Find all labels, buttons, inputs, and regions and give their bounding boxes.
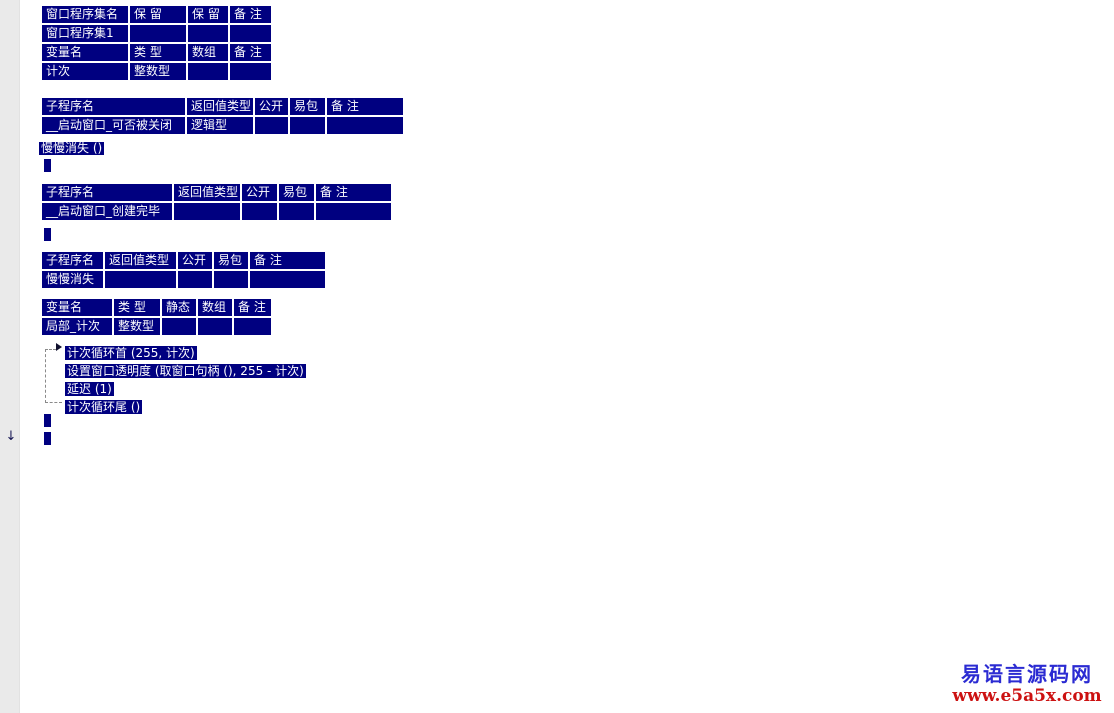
table-data-row: 计次 整数型 xyxy=(40,61,273,82)
table-data-cell[interactable]: 变量名 xyxy=(40,42,130,63)
loop-bracket-line xyxy=(45,402,62,403)
table-header-cell[interactable]: 公开 xyxy=(176,250,214,271)
table-header-cell[interactable]: 子程序名 xyxy=(40,250,105,271)
table-data-row: 局部_计次 整数型 xyxy=(40,316,273,337)
table-data-cell[interactable] xyxy=(212,269,250,290)
table-data-cell[interactable] xyxy=(240,201,279,222)
table-header-row: 子程序名 返回值类型 公开 易包备 注 xyxy=(40,96,405,117)
subroutine-table-fade: 子程序名 返回值类型 公开 易包备 注慢慢消失 xyxy=(40,250,327,290)
subroutine-table-on-create: 子程序名 返回值类型 公开 易包备 注 __启动窗口_创建完毕 xyxy=(40,182,393,222)
code-statement[interactable]: 计次循环首 (255, 计次) xyxy=(65,346,197,360)
table-header-cell[interactable]: 类 型 xyxy=(112,297,162,318)
site-watermark: 易语言源码网 www.e5a5x.com xyxy=(944,662,1110,706)
table-header-cell[interactable]: 备 注 xyxy=(325,96,405,117)
table-data-row: 窗口程序集1 xyxy=(40,23,273,44)
text-cursor[interactable] xyxy=(44,159,51,172)
table-header-cell[interactable]: 返回值类型 xyxy=(185,96,255,117)
table-header-cell[interactable]: 保 留 xyxy=(128,4,188,25)
table-data-cell[interactable]: 整数型 xyxy=(128,61,188,82)
table-data-cell[interactable] xyxy=(186,61,230,82)
text-cursor[interactable] xyxy=(44,228,51,241)
table-header-cell[interactable]: 备 注 xyxy=(248,250,327,271)
table-data-cell[interactable]: 计次 xyxy=(40,61,130,82)
table-header-cell[interactable]: 备 注 xyxy=(228,4,273,25)
table-data-cell[interactable] xyxy=(325,115,405,136)
code-statement[interactable]: 延迟 (1) xyxy=(65,382,114,396)
statement-call-fade[interactable]: 慢慢消失 () xyxy=(39,141,105,155)
table-header-cell[interactable]: 子程序名 xyxy=(40,182,174,203)
table-data-cell[interactable]: __启动窗口_创建完毕 xyxy=(40,201,174,222)
local-variable-table: 变量名类 型静态 数组备 注局部_计次 整数型 xyxy=(40,297,273,337)
table-data-cell[interactable] xyxy=(196,316,234,337)
table-data-cell[interactable] xyxy=(277,201,316,222)
table-data-cell[interactable]: 局部_计次 xyxy=(40,316,114,337)
scroll-down-arrow-icon[interactable]: ↓ xyxy=(5,429,17,444)
table-header-cell[interactable]: 备 注 xyxy=(314,182,393,203)
table-header-cell[interactable]: 易包 xyxy=(212,250,250,271)
table-data-cell[interactable] xyxy=(288,115,327,136)
table-data-row: 慢慢消失 xyxy=(40,269,327,290)
table-data-cell[interactable]: __启动窗口_可否被关闭 xyxy=(40,115,187,136)
table-data-cell[interactable] xyxy=(176,269,214,290)
subroutine-table-can-close: 子程序名 返回值类型 公开 易包备 注 __启动窗口_可否被关闭 逻辑型 xyxy=(40,96,405,136)
table-data-cell[interactable] xyxy=(232,316,273,337)
table-header-cell[interactable]: 子程序名 xyxy=(40,96,187,117)
text-cursor[interactable] xyxy=(44,414,51,427)
code-statement[interactable]: 设置窗口透明度 (取窗口句柄 (), 255 - 计次) xyxy=(65,364,306,378)
code-line: 计次循环首 (255, 计次) xyxy=(65,342,306,360)
table-data-cell[interactable] xyxy=(186,23,230,44)
table-data-cell[interactable]: 逻辑型 xyxy=(185,115,255,136)
text-cursor[interactable] xyxy=(44,432,51,445)
table-data-cell[interactable]: 数组 xyxy=(186,42,230,63)
table-data-cell[interactable] xyxy=(228,61,273,82)
table-data-cell[interactable]: 慢慢消失 xyxy=(40,269,105,290)
loop-code-block: 计次循环首 (255, 计次) 设置窗口透明度 (取窗口句柄 (), 255 - … xyxy=(65,342,306,414)
table-header-row: 变量名类 型静态 数组备 注 xyxy=(40,297,273,318)
table-data-cell[interactable] xyxy=(128,23,188,44)
table-header-cell[interactable]: 易包 xyxy=(288,96,327,117)
watermark-site-name: 易语言源码网 xyxy=(961,662,1093,686)
code-line: 延迟 (1) xyxy=(65,378,306,396)
table-data-cell[interactable]: 类 型 xyxy=(128,42,188,63)
table-data-row: 变量名类 型数组备 注 xyxy=(40,42,273,63)
table-data-cell[interactable] xyxy=(160,316,198,337)
table-header-cell[interactable]: 数组 xyxy=(196,297,234,318)
table-header-cell[interactable]: 窗口程序集名 xyxy=(40,4,130,25)
table-data-row: __启动窗口_创建完毕 xyxy=(40,201,393,222)
table-header-cell[interactable]: 静态 xyxy=(160,297,198,318)
table-data-cell[interactable] xyxy=(103,269,178,290)
table-data-cell[interactable] xyxy=(228,23,273,44)
table-data-cell[interactable]: 备 注 xyxy=(228,42,273,63)
table-header-cell[interactable]: 易包 xyxy=(277,182,316,203)
code-line: 设置窗口透明度 (取窗口句柄 (), 255 - 计次) xyxy=(65,360,306,378)
table-header-cell[interactable]: 公开 xyxy=(253,96,290,117)
table-header-row: 窗口程序集名保 留保 留备 注 xyxy=(40,4,273,25)
table-header-row: 子程序名 返回值类型 公开 易包备 注 xyxy=(40,250,327,271)
table-header-cell[interactable]: 保 留 xyxy=(186,4,230,25)
table-header-row: 子程序名 返回值类型 公开 易包备 注 xyxy=(40,182,393,203)
table-header-cell[interactable]: 返回值类型 xyxy=(172,182,242,203)
window-program-set-table: 窗口程序集名保 留保 留备 注窗口程序集1 变量名类 型数组备 注计次 整数型 xyxy=(40,4,273,82)
left-gutter: ↓ xyxy=(0,0,20,713)
loop-bracket-line xyxy=(45,349,56,350)
loop-bracket-line xyxy=(45,349,46,403)
table-header-cell[interactable]: 返回值类型 xyxy=(103,250,178,271)
table-data-cell[interactable] xyxy=(253,115,290,136)
table-header-cell[interactable]: 变量名 xyxy=(40,297,114,318)
table-data-cell[interactable]: 窗口程序集1 xyxy=(40,23,130,44)
table-data-cell[interactable] xyxy=(314,201,393,222)
table-header-cell[interactable]: 备 注 xyxy=(232,297,273,318)
table-data-row: __启动窗口_可否被关闭 逻辑型 xyxy=(40,115,405,136)
table-data-cell[interactable]: 整数型 xyxy=(112,316,162,337)
watermark-site-url: www.e5a5x.com xyxy=(952,686,1102,706)
table-header-cell[interactable]: 公开 xyxy=(240,182,279,203)
loop-arrow-icon xyxy=(56,343,62,351)
table-data-cell[interactable] xyxy=(172,201,242,222)
table-data-cell[interactable] xyxy=(248,269,327,290)
code-line: 计次循环尾 () xyxy=(65,396,306,414)
code-statement[interactable]: 计次循环尾 () xyxy=(65,400,143,414)
